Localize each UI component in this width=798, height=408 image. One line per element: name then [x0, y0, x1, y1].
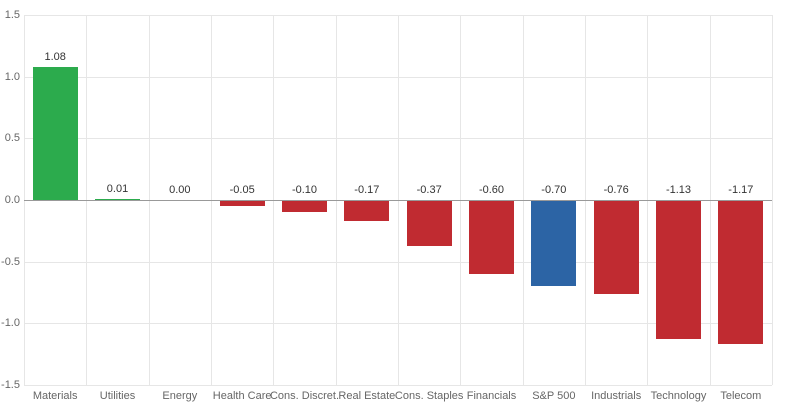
gridline-horizontal: [24, 261, 772, 263]
bar-value-label: 0.00: [169, 184, 191, 196]
x-axis-category-label: Health Care: [212, 390, 272, 402]
x-axis-category-label: Telecom: [720, 390, 762, 402]
x-axis-category-label: S&P 500: [532, 390, 576, 402]
x-axis-category-label: Financials: [466, 390, 517, 402]
bar-utilities[interactable]: [95, 198, 140, 200]
x-axis-category-label: Industrials: [591, 390, 642, 402]
bar-value-label: -0.76: [603, 184, 629, 196]
x-axis-category-label: Energy: [162, 390, 198, 402]
bar-value-label: -1.17: [728, 184, 754, 196]
bar-technology[interactable]: [656, 200, 701, 340]
bar-telecom[interactable]: [718, 200, 764, 345]
x-axis-category-label: Cons. Discret.: [269, 390, 340, 402]
bar-value-label: -0.60: [478, 184, 505, 196]
zero-axis-line: [24, 200, 772, 201]
gridline-vertical: [772, 15, 773, 385]
bar-industrials[interactable]: [593, 200, 639, 294]
bar-value-label: 0.01: [106, 182, 129, 195]
y-axis-tick-label: 1.0: [4, 70, 20, 83]
gridline-horizontal: [24, 15, 772, 16]
x-axis-category-label: Technology: [650, 390, 707, 402]
bar-value-label: -0.17: [354, 184, 380, 196]
x-axis-category-label: Materials: [32, 390, 78, 402]
bar-cons-discret[interactable]: [282, 200, 327, 213]
bar-cons-staples[interactable]: [406, 200, 452, 246]
y-axis-tick-label: 0.0: [4, 194, 20, 206]
bar-value-label: -0.37: [416, 184, 442, 196]
bar-materials[interactable]: [32, 66, 78, 200]
gridline-horizontal: [24, 323, 772, 325]
bar-financials[interactable]: [469, 200, 514, 274]
y-axis-tick-label: -0.5: [1, 255, 20, 268]
y-axis-tick-label: -1.0: [1, 317, 20, 330]
bar-s-p-500[interactable]: [531, 200, 577, 287]
bar-value-label: 1.08: [44, 50, 66, 63]
bar-value-label: -0.70: [541, 184, 567, 196]
bar-health-care[interactable]: [219, 200, 265, 207]
gridline-horizontal: [24, 385, 772, 386]
bar-value-label: -0.05: [229, 184, 255, 196]
bar-value-label: -1.13: [665, 184, 692, 196]
gridline-horizontal: [24, 138, 772, 140]
bar-value-label: -0.10: [291, 184, 318, 196]
bar-real-estate[interactable]: [344, 200, 390, 221]
x-axis-category-label: Cons. Staples: [394, 390, 464, 402]
y-axis-tick-label: 0.5: [4, 132, 20, 145]
x-axis-category-label: Real Estate: [338, 390, 396, 402]
y-axis-tick-label: 1.5: [4, 9, 20, 21]
x-axis-category-label: Utilities: [99, 390, 136, 402]
gridline-horizontal: [24, 76, 772, 78]
y-axis-tick-label: -1.5: [1, 379, 20, 391]
